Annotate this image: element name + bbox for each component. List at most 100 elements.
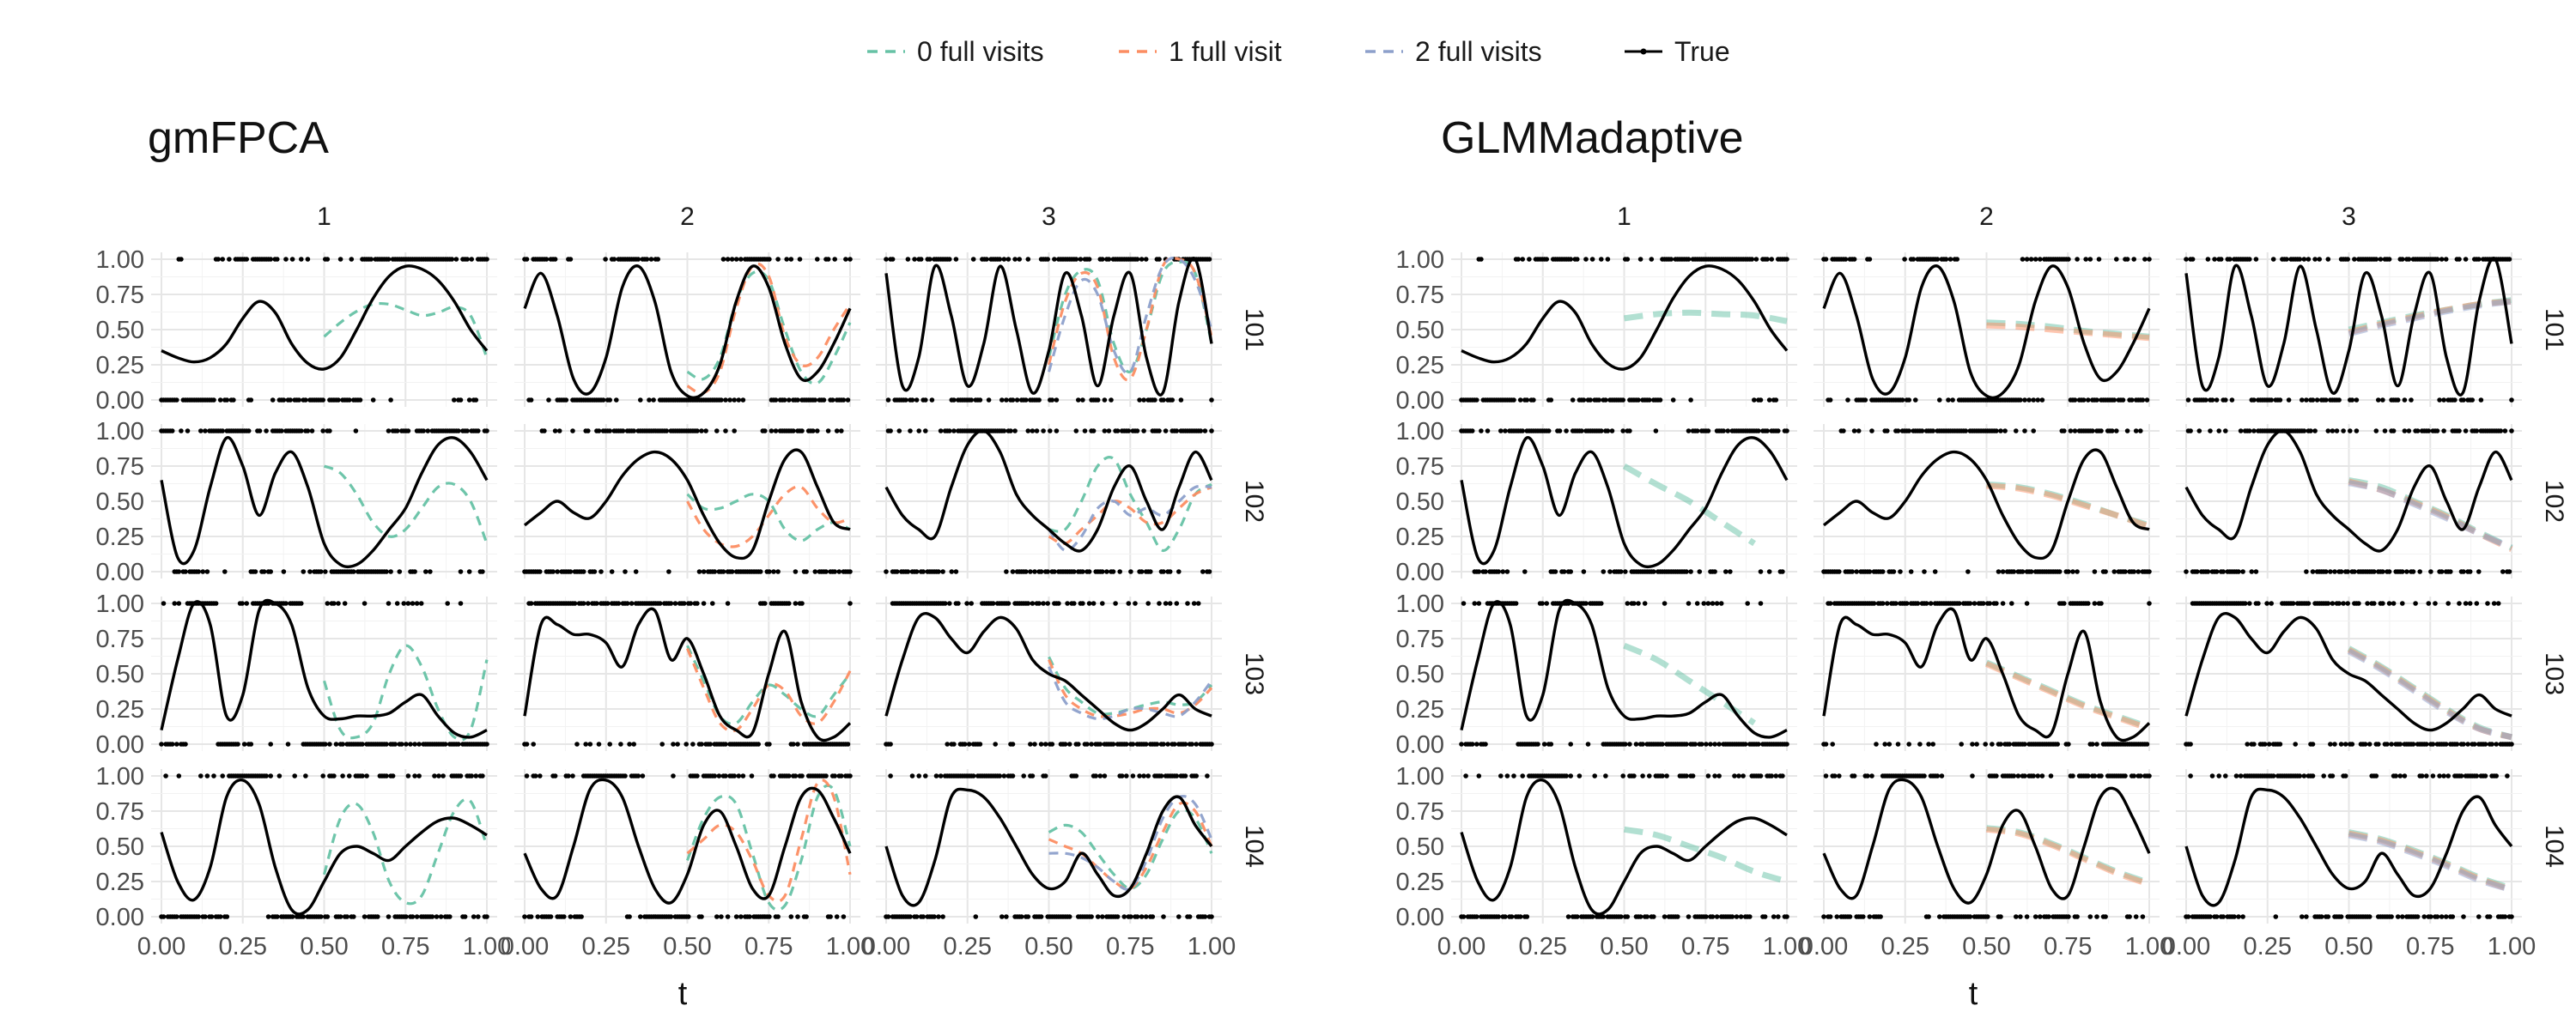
observation-point [241, 742, 247, 747]
observation-point [1660, 742, 1665, 747]
observation-point [323, 569, 328, 574]
observation-point [804, 569, 809, 574]
observation-point [1741, 773, 1746, 779]
observation-point [2457, 428, 2462, 433]
observation-point [2428, 914, 2433, 919]
observation-point [832, 569, 837, 574]
observation-point [2318, 914, 2324, 919]
observation-point [361, 914, 368, 919]
observation-point [1496, 914, 1501, 919]
row-strip-label: 101 [2540, 308, 2568, 351]
observation-point [1117, 569, 1122, 574]
observation-point [949, 569, 955, 574]
observation-point [1170, 397, 1175, 403]
observation-point [2304, 397, 2309, 403]
observation-point [264, 773, 269, 779]
observation-point [340, 773, 345, 779]
observation-point [659, 742, 665, 747]
observation-point [1544, 601, 1549, 606]
observation-point [716, 773, 722, 779]
observation-point [1980, 601, 1986, 606]
observation-point [552, 428, 558, 433]
observation-point [1021, 773, 1026, 779]
observation-point [787, 773, 792, 779]
observation-point [2238, 428, 2244, 433]
observation-point [823, 773, 829, 779]
observation-point [203, 428, 208, 433]
observation-point [2247, 601, 2252, 606]
observation-point [812, 569, 818, 574]
observation-point [1025, 428, 1031, 433]
observation-point [1503, 914, 1508, 919]
observation-point [1005, 257, 1012, 262]
observation-point [2386, 257, 2392, 262]
observation-point [2188, 742, 2193, 747]
observation-point [1581, 569, 1587, 574]
observation-point [1971, 601, 1978, 606]
observation-point [1535, 742, 1540, 747]
observation-point [2467, 569, 2473, 574]
observation-point [1152, 397, 1157, 403]
observation-point [572, 601, 578, 606]
observation-point [1174, 773, 1180, 779]
observation-point [2402, 428, 2408, 433]
observation-point [1198, 428, 1204, 433]
x-axis-label: t [1969, 976, 1978, 1012]
observation-point [185, 428, 191, 433]
observation-point [1625, 257, 1631, 262]
observation-point [2409, 397, 2414, 403]
observation-point [1956, 601, 1962, 606]
observation-point [2184, 257, 2189, 262]
observation-point [1134, 257, 1140, 262]
observation-point [1010, 773, 1016, 779]
observation-point [942, 601, 948, 606]
observation-point [1642, 601, 1648, 606]
observation-point [640, 773, 646, 779]
observation-point [1139, 914, 1145, 919]
observation-point [2310, 742, 2316, 747]
observation-point [1004, 569, 1009, 574]
observation-point [1195, 601, 1201, 606]
observation-point [664, 428, 670, 433]
observation-point [2218, 257, 2224, 262]
panel-104-1: 0.00 0.25 0.50 0.75 1.00 0.00 0.25 0.50 0.75 1.00 [1396, 763, 1812, 960]
observation-point [386, 914, 392, 919]
observation-point [1509, 914, 1515, 919]
observation-point [2014, 914, 2019, 919]
observation-point [2406, 428, 2412, 433]
observation-point [203, 914, 208, 919]
observation-point [695, 773, 700, 779]
observation-points [2184, 601, 2514, 747]
observation-point [2147, 569, 2152, 574]
observation-point [1568, 773, 1573, 779]
legend-key-point [1640, 48, 1647, 55]
observation-point [1024, 569, 1029, 574]
observation-point [1025, 601, 1031, 606]
observation-point [405, 601, 411, 606]
observation-point [2011, 569, 2017, 574]
observation-point [936, 569, 941, 574]
observation-point [825, 428, 831, 433]
observation-point [714, 428, 720, 433]
observation-point [791, 742, 796, 747]
observation-point [303, 397, 308, 403]
observation-point [1922, 773, 1927, 779]
observation-point [556, 428, 562, 433]
observation-point [408, 742, 413, 747]
observation-point [524, 257, 530, 262]
observation-point [1205, 773, 1210, 779]
observation-point [1176, 569, 1182, 574]
observation-point [1874, 742, 1879, 747]
observation-point [2385, 742, 2390, 747]
observation-point [1472, 601, 1478, 606]
observation-point [1485, 428, 1491, 433]
observation-point [2032, 914, 2038, 919]
observation-point [1699, 742, 1704, 747]
panel-101-2 [1814, 252, 2160, 407]
observation-point [289, 257, 295, 262]
observation-point [781, 397, 787, 403]
observation-point [2317, 257, 2322, 262]
observation-point [2465, 742, 2470, 747]
observation-point [596, 742, 602, 747]
observation-point [2476, 914, 2482, 919]
